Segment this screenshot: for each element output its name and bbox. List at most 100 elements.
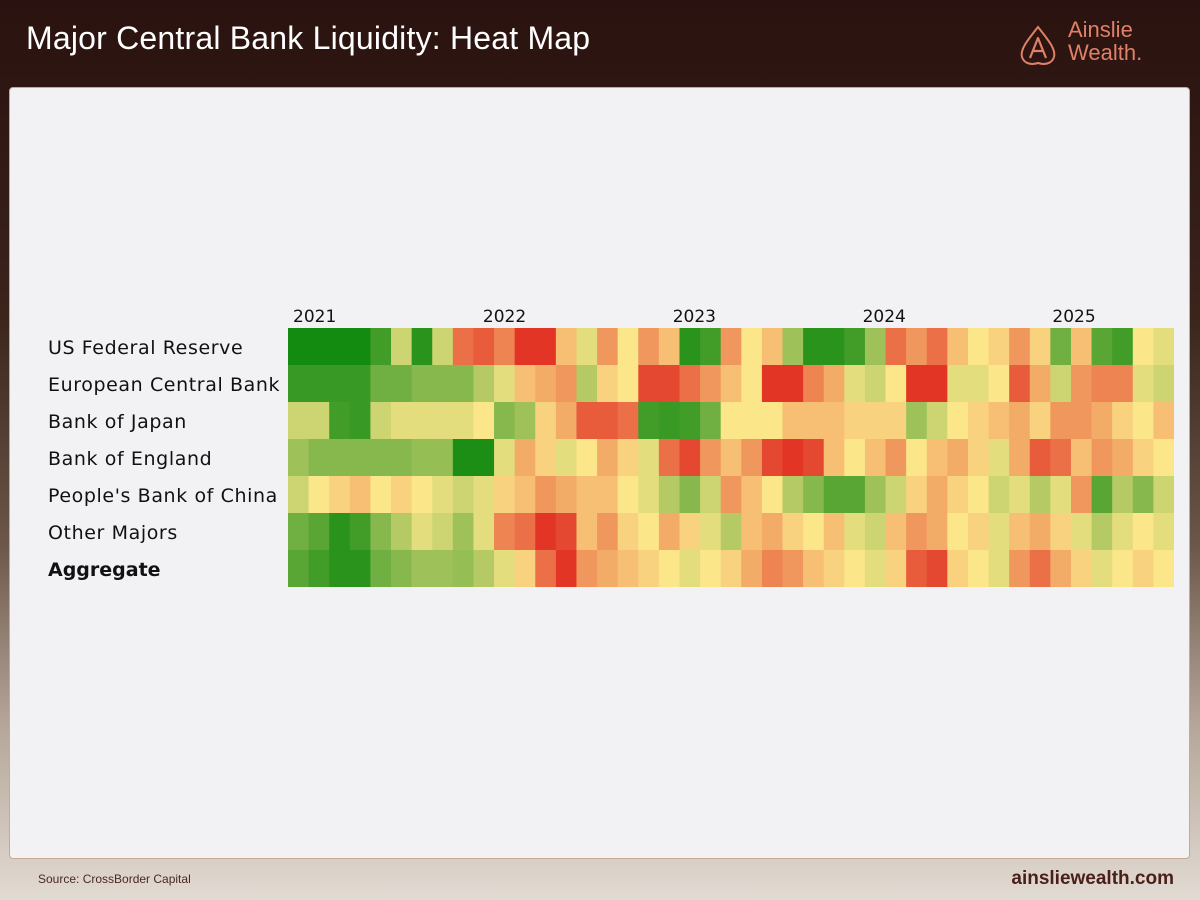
heatmap-cell [782,365,804,403]
heatmap-cell [411,550,433,587]
heatmap-cell [720,550,742,587]
heatmap-cell [638,476,660,514]
source-note: Source: CrossBorder Capital [38,872,191,886]
logo-line-2: Wealth. [1068,40,1143,65]
heatmap-cell [411,402,433,440]
heatmap-cell [308,328,330,366]
heatmap-cell [391,402,413,440]
heatmap-cell [391,550,413,587]
heatmap-cell [741,513,763,551]
heatmap-cell [720,365,742,403]
heatmap-cell [761,476,784,514]
heatmap-cell [782,513,804,551]
heatmap-cell [1153,365,1174,403]
heatmap-cell [803,550,825,587]
heatmap-cell [349,439,372,477]
heatmap-cell [864,513,887,551]
heatmap-cell [308,550,330,587]
row-label: Bank of England [48,447,213,470]
row-label: Aggregate [48,558,161,581]
heatmap-cell [926,328,948,366]
heatmap-cell [473,328,495,366]
heatmap-cell [761,550,784,587]
heatmap-cell [679,513,701,551]
heatmap-cell [555,550,578,587]
heatmap-cell [823,365,845,403]
heatmap-cell [906,476,928,514]
heatmap-cell [514,328,536,366]
heatmap-cell [803,402,825,440]
heatmap-cell [638,513,660,551]
heatmap-cell [1009,439,1031,477]
heatmap-cell [576,402,598,440]
heatmap-cell [1091,476,1113,514]
heatmap-cell [329,513,351,551]
heatmap-cell [658,550,681,587]
heatmap-cell [391,328,413,366]
heatmap-cell [844,328,866,366]
heatmap-cell [1009,402,1031,440]
heatmap-cell [1132,402,1154,440]
heatmap-cell [906,402,928,440]
heatmap-cell [967,513,990,551]
heatmap-cell [391,476,413,514]
heatmap-cell [741,365,763,403]
heatmap-cell [741,402,763,440]
heatmap-cell [844,439,866,477]
heatmap-cell [288,476,310,514]
heatmap-cell [288,328,310,366]
row-label: Bank of Japan [48,410,187,433]
heatmap-cell [308,402,330,440]
heatmap-cell [906,328,928,366]
heatmap-cell [761,365,784,403]
heatmap-cell [1009,328,1031,366]
heatmap-cell [555,439,578,477]
heatmap-cell [349,550,372,587]
heatmap-cell [329,328,351,366]
website-link[interactable]: ainsliewealth.com [1011,868,1174,889]
heatmap-cell [535,550,557,587]
heatmap-cell [864,328,887,366]
heatmap-cell [864,439,887,477]
heatmap-cell [967,439,990,477]
heatmap-cell [1070,513,1093,551]
heatmap-cell [988,365,1010,403]
heatmap-cell [803,439,825,477]
heatmap-cell [967,365,990,403]
heatmap-cell [452,439,475,477]
heatmap-cell [782,550,804,587]
heatmap-cell [803,513,825,551]
heatmap-cell [823,439,845,477]
heatmap-cell [844,513,866,551]
heatmap-cell [906,439,928,477]
heatmap-cell [1029,513,1051,551]
heatmap-cell [494,439,516,477]
heatmap-cell [720,476,742,514]
heatmap-cell [700,476,722,514]
heatmap-cell [1009,513,1031,551]
heatmap-cell [288,402,310,440]
heatmap-cell [1112,476,1134,514]
heatmap-cell [432,550,454,587]
heatmap-cell [885,402,907,440]
heatmap-cell [741,439,763,477]
x-axis-tick-label: 2025 [1052,307,1096,327]
heatmap-cell [1132,476,1154,514]
heatmap-cell [700,328,722,366]
heatmap-cell [679,328,701,366]
heatmap-cell [535,476,557,514]
header-bar: Major Central Bank Liquidity: Heat Map A… [0,0,1200,86]
heatmap-cell [617,439,639,477]
heatmap-cell [947,439,969,477]
heatmap-cell [679,476,701,514]
heatmap-cell [617,550,639,587]
heatmap-cell [514,513,536,551]
heatmap-cell [1112,550,1134,587]
x-axis-tick-label: 2022 [482,307,527,327]
heatmap-cell [494,328,516,366]
heatmap-cell [1153,402,1174,440]
heatmap-cell [391,513,413,551]
heatmap-cell [597,476,619,514]
heatmap-cell [432,513,454,551]
heatmap-cell [967,328,990,366]
